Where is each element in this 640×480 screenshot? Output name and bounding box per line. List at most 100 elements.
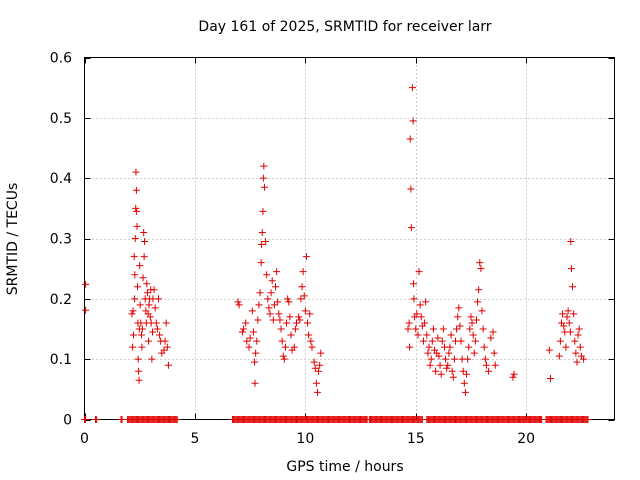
data-point <box>245 343 253 351</box>
data-point <box>270 301 278 309</box>
data-point <box>138 343 146 351</box>
data-point-zero <box>82 416 90 423</box>
data-point <box>468 319 476 327</box>
data-point <box>279 352 287 360</box>
data-point <box>459 367 467 375</box>
data-point <box>273 268 281 276</box>
x-tick-label: 15 <box>407 431 425 447</box>
data-point <box>439 325 447 333</box>
data-point <box>466 325 474 333</box>
data-point <box>130 253 138 261</box>
data-point <box>424 349 432 357</box>
data-point <box>256 289 264 297</box>
data-point <box>145 337 153 345</box>
data-point <box>317 349 325 357</box>
data-point <box>510 370 518 378</box>
data-point <box>482 361 490 369</box>
data-point <box>437 370 445 378</box>
data-point <box>560 322 568 330</box>
data-point <box>148 355 156 363</box>
data-point <box>476 259 484 267</box>
data-point <box>546 374 554 382</box>
x-axis-label: GPS time / hours <box>286 459 403 475</box>
data-point <box>263 271 271 279</box>
data-point <box>240 325 247 333</box>
data-point <box>137 331 145 339</box>
data-point <box>406 135 414 143</box>
data-point <box>562 343 570 351</box>
data-point <box>268 277 276 285</box>
data-point <box>446 343 454 351</box>
data-point <box>248 307 256 315</box>
data-point <box>457 337 465 345</box>
data-point <box>426 361 434 369</box>
y-tick-label: 0.2 <box>50 292 72 308</box>
data-point <box>455 304 463 312</box>
data-point <box>559 310 567 318</box>
data-point <box>129 307 137 315</box>
data-point <box>242 319 250 327</box>
data-point <box>564 307 572 315</box>
data-point <box>556 337 564 345</box>
data-point <box>274 298 282 306</box>
data-point <box>574 331 582 339</box>
data-point <box>404 325 412 333</box>
data-point <box>140 253 148 261</box>
data-point <box>474 298 482 306</box>
data-point <box>275 310 283 318</box>
data-point <box>258 228 266 236</box>
data-point <box>129 343 137 351</box>
y-tick-label: 0.6 <box>50 51 72 67</box>
data-point <box>255 301 263 309</box>
data-point <box>133 222 141 230</box>
data-point <box>416 301 424 309</box>
data-point <box>410 295 418 303</box>
data-point <box>150 286 158 294</box>
data-point <box>235 301 243 309</box>
data-point <box>259 174 267 182</box>
data-point <box>286 313 294 321</box>
data-point <box>243 337 251 345</box>
data-point <box>269 316 277 324</box>
data-point <box>298 283 306 291</box>
data-point <box>444 361 452 369</box>
data-point <box>487 334 495 342</box>
y-tick-label: 0.1 <box>50 352 72 368</box>
data-point <box>254 316 262 324</box>
data-point <box>258 241 266 249</box>
data-point <box>291 325 299 333</box>
data-point <box>253 337 261 345</box>
data-point <box>307 337 315 345</box>
data-point <box>160 346 168 354</box>
data-point <box>135 367 143 375</box>
data-point <box>438 337 446 345</box>
data-point <box>257 259 265 267</box>
data-point <box>264 295 272 303</box>
data-point <box>467 313 475 321</box>
data-point <box>481 355 489 363</box>
data-point <box>575 325 583 333</box>
data-point <box>152 319 160 327</box>
data-markers <box>81 84 592 423</box>
data-point <box>572 349 580 357</box>
data-point <box>313 388 321 396</box>
data-point <box>295 313 303 321</box>
data-point <box>463 370 471 378</box>
data-point <box>471 337 479 345</box>
data-point <box>130 331 138 339</box>
data-point <box>132 168 140 176</box>
data-point <box>162 319 170 327</box>
x-tick-label: 0 <box>80 431 89 447</box>
data-point <box>567 265 575 273</box>
data-point <box>315 367 323 375</box>
data-point <box>569 283 577 291</box>
data-point-zero <box>584 416 592 423</box>
data-point <box>151 304 159 312</box>
chart-title: Day 161 of 2025, SRMTID for receiver lar… <box>198 19 491 35</box>
data-point <box>132 204 140 212</box>
data-point <box>296 316 304 324</box>
data-point <box>308 343 316 351</box>
data-point <box>149 328 157 336</box>
